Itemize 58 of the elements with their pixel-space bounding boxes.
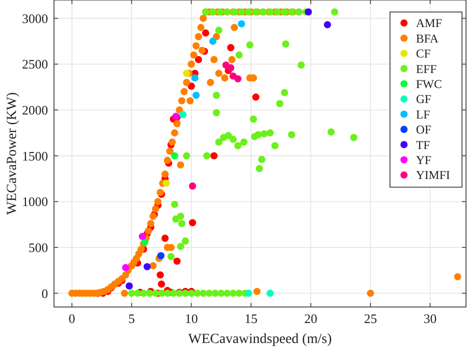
y-tick-label: 0 <box>42 286 48 301</box>
x-tick-label: 30 <box>424 311 437 326</box>
point <box>191 74 199 82</box>
point <box>210 152 218 160</box>
legend-label: LF <box>416 107 430 122</box>
point <box>266 290 274 297</box>
y-tick-label: 2500 <box>22 56 48 72</box>
point <box>192 92 200 99</box>
point <box>161 234 169 242</box>
point <box>304 8 312 16</box>
point <box>126 282 133 290</box>
point <box>182 70 190 77</box>
point <box>188 82 195 90</box>
legend-label: EFF <box>416 62 438 76</box>
point <box>157 252 164 260</box>
point <box>158 280 166 288</box>
point <box>162 180 170 187</box>
legend-label: AMF <box>416 16 442 30</box>
x-axis-title: WECavawindspeed (m/s) <box>188 332 332 347</box>
point <box>138 232 146 240</box>
y-tick-label: 1000 <box>22 194 48 210</box>
legend-label: OF <box>416 122 432 137</box>
point <box>156 271 164 279</box>
legend-label: YIMFI <box>416 168 450 182</box>
x-tick-label: 0 <box>68 311 76 326</box>
point <box>324 21 332 28</box>
point <box>188 182 196 190</box>
x-tick-label: 10 <box>184 311 198 326</box>
point <box>144 263 151 270</box>
y-axis-title: WECavaPower (KW) <box>5 92 20 215</box>
point <box>188 219 196 226</box>
point <box>227 44 234 52</box>
point <box>194 56 202 64</box>
y-tick-label: 3000 <box>22 10 48 26</box>
point <box>122 264 130 272</box>
x-tick-label: 15 <box>244 311 258 326</box>
point <box>202 29 210 37</box>
x-tick-label: 5 <box>128 311 135 326</box>
legend-label: FWC <box>416 77 442 91</box>
point <box>227 64 234 72</box>
legend-label: YF <box>416 153 432 167</box>
legend-label: TF <box>416 138 430 152</box>
point <box>245 290 252 297</box>
x-tick-label: 20 <box>304 311 318 326</box>
x-tick-label: 25 <box>364 311 377 326</box>
point <box>209 38 216 45</box>
point <box>238 20 246 28</box>
y-tick-label: 1500 <box>22 148 48 164</box>
point <box>234 75 242 82</box>
point <box>171 152 178 160</box>
y-tick-label: 500 <box>28 240 48 255</box>
legend-label: GF <box>416 92 432 106</box>
y-tick-label: 2000 <box>22 102 48 118</box>
point <box>252 94 260 101</box>
legend-label: BFA <box>416 31 439 46</box>
legend-label: CF <box>416 46 432 61</box>
point <box>179 110 187 118</box>
point <box>173 258 181 265</box>
